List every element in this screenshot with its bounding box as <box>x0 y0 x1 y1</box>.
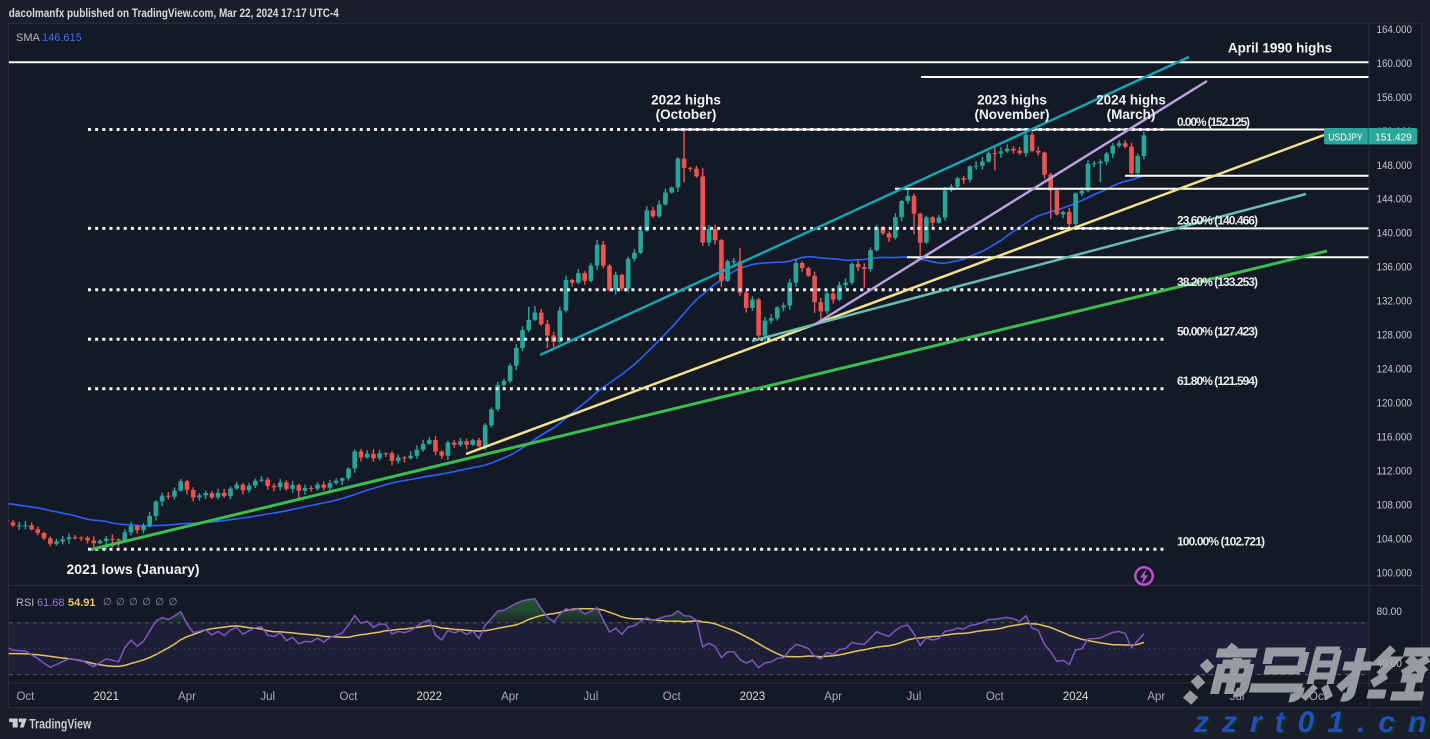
svg-text:Jul: Jul <box>907 691 922 703</box>
svg-text:80.00: 80.00 <box>1377 606 1402 618</box>
svg-text:Apr: Apr <box>824 691 842 703</box>
svg-text:∅: ∅ <box>129 597 138 608</box>
svg-text:∅: ∅ <box>169 597 178 608</box>
svg-text:38.20% (133.253): 38.20% (133.253) <box>1177 275 1258 289</box>
svg-text:54.91: 54.91 <box>68 597 96 609</box>
svg-text:132.000: 132.000 <box>1377 296 1413 308</box>
svg-text:Jul: Jul <box>260 691 275 703</box>
svg-text:144.000: 144.000 <box>1377 194 1413 206</box>
svg-text:TradingView: TradingView <box>29 717 91 732</box>
svg-text:120.000: 120.000 <box>1377 398 1413 410</box>
svg-text:Oct: Oct <box>663 691 682 703</box>
svg-text:Apr: Apr <box>1147 691 1165 703</box>
svg-text:100.00% (102.721): 100.00% (102.721) <box>1177 534 1265 548</box>
svg-text:zzrt01.cn: zzrt01.cn <box>1196 708 1430 739</box>
svg-text:Oct: Oct <box>340 691 359 703</box>
svg-text:112.000: 112.000 <box>1377 465 1413 477</box>
svg-text:(November): (November) <box>974 107 1049 122</box>
svg-text:2021 lows (January): 2021 lows (January) <box>66 561 199 577</box>
svg-text:∅: ∅ <box>142 597 151 608</box>
svg-text:RSI: RSI <box>16 597 34 609</box>
svg-text:Jul: Jul <box>584 691 599 703</box>
svg-text:2024 highs: 2024 highs <box>1096 93 1166 108</box>
svg-text:∅: ∅ <box>155 597 164 608</box>
svg-text:164.000: 164.000 <box>1377 24 1413 36</box>
svg-text:2024: 2024 <box>1063 691 1089 703</box>
svg-text:Apr: Apr <box>178 691 196 703</box>
svg-text:116.000: 116.000 <box>1377 432 1413 444</box>
svg-text:∅: ∅ <box>103 597 112 608</box>
svg-text:128.000: 128.000 <box>1377 330 1413 342</box>
svg-text:(March): (March) <box>1107 107 1156 122</box>
svg-text:156.000: 156.000 <box>1377 92 1413 104</box>
svg-text:dacolmanfx published on Tradin: dacolmanfx published on TradingView.com,… <box>9 6 339 20</box>
svg-text:151.429: 151.429 <box>1375 131 1412 143</box>
svg-text:108.000: 108.000 <box>1377 499 1413 511</box>
svg-text:Oct: Oct <box>16 691 35 703</box>
svg-text:USDJPY: USDJPY <box>1328 131 1363 143</box>
svg-text:0.00% (152.125): 0.00% (152.125) <box>1177 115 1250 129</box>
svg-text:2021: 2021 <box>93 691 119 703</box>
svg-text:146.615: 146.615 <box>42 32 82 44</box>
svg-text:61.68: 61.68 <box>37 597 65 609</box>
svg-text:zzrt01.cn: zzrt01.cn <box>1193 706 1430 739</box>
svg-text:23.60% (140.466): 23.60% (140.466) <box>1177 214 1258 228</box>
svg-text:April 1990 highs: April 1990 highs <box>1228 41 1332 56</box>
svg-text:50.00% (127.423): 50.00% (127.423) <box>1177 324 1258 338</box>
svg-text:Apr: Apr <box>501 691 519 703</box>
svg-text:140.000: 140.000 <box>1377 228 1413 240</box>
svg-text:148.000: 148.000 <box>1377 160 1413 172</box>
svg-text:124.000: 124.000 <box>1377 364 1413 376</box>
svg-text:Oct: Oct <box>1309 691 1328 703</box>
svg-text:136.000: 136.000 <box>1377 262 1413 274</box>
svg-text:(October): (October) <box>656 107 717 122</box>
svg-text:SMA: SMA <box>16 32 41 44</box>
svg-text:61.80% (121.594): 61.80% (121.594) <box>1177 374 1258 388</box>
svg-text:160.000: 160.000 <box>1377 58 1413 70</box>
svg-text:100.000: 100.000 <box>1377 567 1413 579</box>
svg-text:2022 highs: 2022 highs <box>651 93 721 108</box>
svg-text:Oct: Oct <box>986 691 1005 703</box>
svg-text:2022: 2022 <box>417 691 443 703</box>
svg-text:104.000: 104.000 <box>1377 533 1413 545</box>
svg-text:∅: ∅ <box>116 597 125 608</box>
svg-text:2023 highs: 2023 highs <box>977 93 1047 108</box>
svg-text:2023: 2023 <box>740 691 766 703</box>
